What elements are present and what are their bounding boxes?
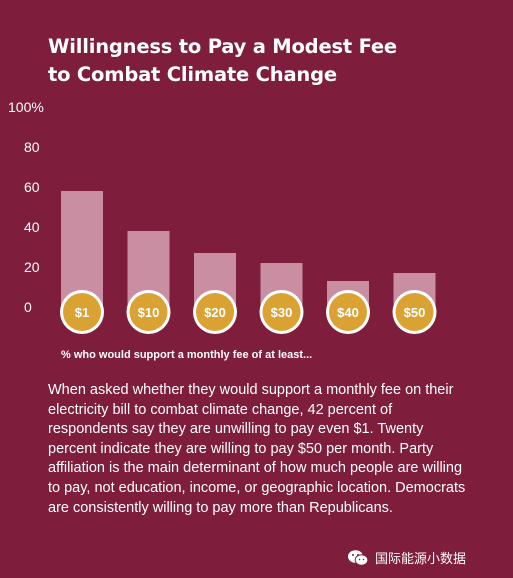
watermark-text: 国际能源小数据 bbox=[375, 551, 467, 566]
category-badge bbox=[196, 293, 234, 331]
category-label: $10 bbox=[138, 305, 160, 320]
category-badge bbox=[63, 293, 101, 331]
category-label: $30 bbox=[271, 305, 293, 320]
bar-chart: 100% 80 60 40 20 0 $1 $10 $20 $30 $40 $50 bbox=[8, 99, 437, 334]
y-tick-label: 60 bbox=[24, 179, 40, 195]
wechat-icon bbox=[348, 549, 369, 566]
category-label: $40 bbox=[337, 305, 359, 320]
y-axis: 100% 80 60 40 20 0 bbox=[8, 99, 44, 315]
category-badge bbox=[329, 293, 367, 331]
y-tick-label: 100% bbox=[8, 99, 44, 115]
description-paragraph: When asked whether they would support a … bbox=[48, 382, 466, 516]
title-line-1: Willingness to Pay a Modest Fee bbox=[48, 35, 397, 58]
y-tick-label: 20 bbox=[24, 259, 40, 275]
category-badge bbox=[262, 293, 301, 331]
bars bbox=[61, 191, 436, 307]
x-axis-caption: % who would support a monthly fee of at … bbox=[61, 349, 313, 361]
category-badge bbox=[129, 293, 168, 331]
y-tick-label: 80 bbox=[24, 139, 40, 155]
category-label: $1 bbox=[75, 305, 89, 320]
watermark: 国际能源小数据 bbox=[347, 548, 466, 567]
category-label: $20 bbox=[204, 305, 226, 320]
category-badges: $1 $10 $20 $30 $40 $50 bbox=[60, 290, 437, 334]
bar-usd1 bbox=[61, 191, 103, 307]
y-tick-label: 40 bbox=[24, 219, 40, 235]
y-tick-label: 0 bbox=[24, 299, 32, 315]
category-badge bbox=[395, 293, 434, 331]
chart-title: Willingness to Pay a Modest Fee to Comba… bbox=[48, 33, 488, 89]
category-label: $50 bbox=[404, 305, 426, 320]
title-line-2: to Combat Climate Change bbox=[48, 63, 337, 86]
